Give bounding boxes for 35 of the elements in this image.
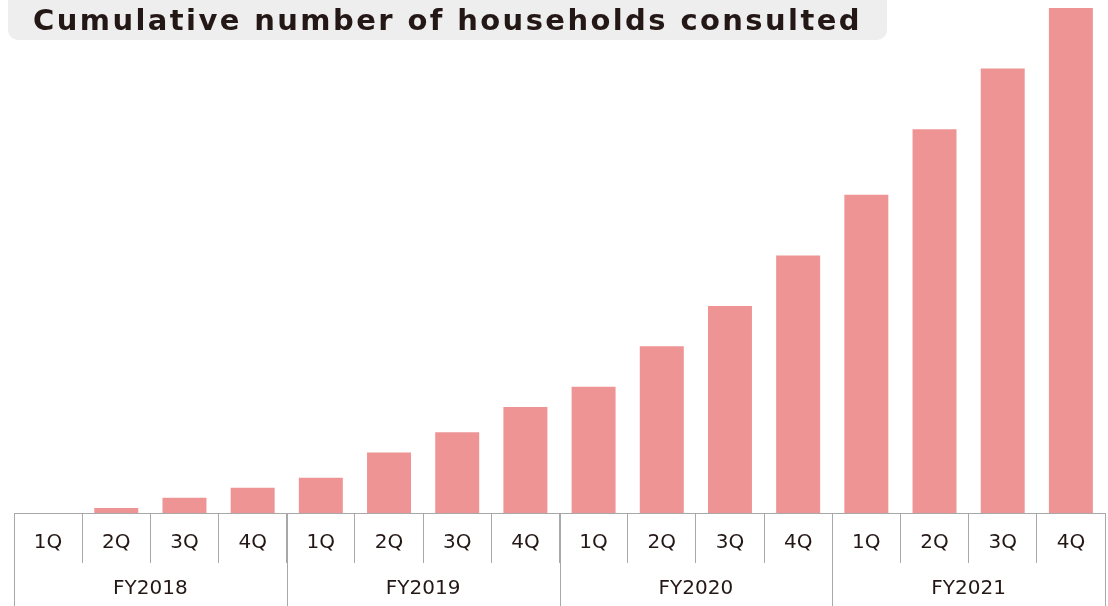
text: FY2020: [658, 575, 734, 600]
bar: [94, 507, 139, 513]
x-tick-label: 1Q: [33, 529, 63, 554]
bar: [298, 477, 343, 513]
bar: [162, 497, 207, 513]
x-tick-label: 1Q: [306, 529, 336, 554]
x-tick-label: 3Q: [442, 529, 472, 554]
x-tick-label: 3Q: [988, 529, 1017, 554]
bar: [844, 194, 889, 513]
text: FY2021: [931, 575, 1006, 600]
bar: [503, 406, 548, 513]
x-tick-label: 4Q: [238, 529, 267, 554]
x-tick-label: 1Q: [852, 529, 881, 554]
text: FY2019: [385, 575, 461, 600]
x-tick-label: 2Q: [374, 529, 404, 554]
bar: [1048, 8, 1093, 513]
x-tick-label: 2Q: [102, 529, 131, 554]
x-tick-label: 4Q: [511, 529, 540, 554]
bar: [367, 452, 412, 513]
bar: [230, 487, 275, 513]
bar: [912, 129, 957, 513]
x-tick-label: 4Q: [1056, 529, 1086, 554]
text: FY2018: [113, 575, 188, 600]
bar: [707, 305, 752, 513]
x-tick-label: 3Q: [715, 529, 745, 554]
x-tick-label: 3Q: [170, 529, 199, 554]
bar: [571, 386, 616, 513]
bar: [776, 255, 821, 513]
x-tick-label: 4Q: [783, 529, 813, 554]
bar: [435, 432, 480, 513]
x-tick-label: 2Q: [920, 529, 949, 554]
bar: [639, 346, 684, 513]
x-tick-label: 2Q: [647, 529, 677, 554]
bar: [980, 68, 1025, 513]
x-tick-label: 1Q: [579, 529, 608, 554]
